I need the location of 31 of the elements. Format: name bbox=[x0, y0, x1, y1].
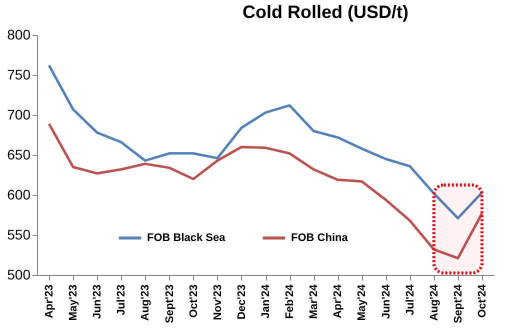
x-tick-label: Jun'24 bbox=[380, 284, 392, 319]
y-tick-label: 500 bbox=[7, 266, 31, 282]
x-tick-label: Aug'23 bbox=[140, 284, 152, 321]
y-tick-label: 800 bbox=[7, 26, 31, 42]
x-tick-label: Sept'24 bbox=[452, 284, 464, 324]
x-tick-label: Oct'23 bbox=[188, 284, 200, 318]
x-tick-label: Dec'23 bbox=[236, 284, 248, 320]
x-tick-label: Nov'23 bbox=[212, 284, 224, 320]
y-tick-label: 700 bbox=[7, 106, 31, 122]
x-tick-label: Feb'24 bbox=[284, 284, 296, 319]
line-series bbox=[48, 64, 484, 220]
y-tick-label: 650 bbox=[7, 146, 31, 162]
x-tick-label: Sept'23 bbox=[164, 284, 176, 324]
x-tick-label: May'23 bbox=[68, 284, 80, 321]
x-tick-label: Jan'24 bbox=[260, 284, 272, 318]
legend-label: FOB China bbox=[291, 232, 349, 244]
x-tick-label: Apr'24 bbox=[332, 284, 344, 318]
x-tick-label: Aug'24 bbox=[428, 284, 440, 321]
x-tick-label: May'24 bbox=[356, 284, 368, 321]
x-tick-label: Jun'23 bbox=[92, 284, 104, 319]
x-tick-label: Jul'23 bbox=[116, 284, 128, 316]
chart-title: Cold Rolled (USD/t) bbox=[242, 2, 408, 22]
y-tick-label: 750 bbox=[7, 66, 31, 82]
x-tick-label: Oct'24 bbox=[476, 284, 488, 318]
x-tick-label: Apr'23 bbox=[44, 284, 56, 318]
x-tick-label: Mar'24 bbox=[308, 284, 320, 319]
legend-label: FOB Black Sea bbox=[147, 232, 226, 244]
line-series bbox=[48, 122, 484, 260]
x-tick-label: Jul'24 bbox=[404, 284, 416, 316]
y-tick-label: 550 bbox=[7, 226, 31, 242]
y-tick-label: 600 bbox=[7, 186, 31, 202]
